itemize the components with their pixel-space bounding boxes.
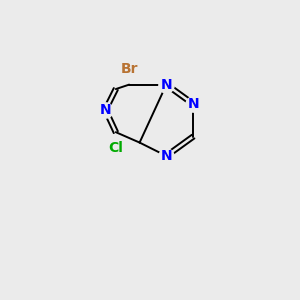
Text: N: N xyxy=(160,78,172,92)
Text: N: N xyxy=(160,149,172,163)
Text: Cl: Cl xyxy=(108,141,123,154)
Text: N: N xyxy=(100,103,111,117)
Text: N: N xyxy=(187,97,199,111)
Text: Br: Br xyxy=(120,62,138,76)
